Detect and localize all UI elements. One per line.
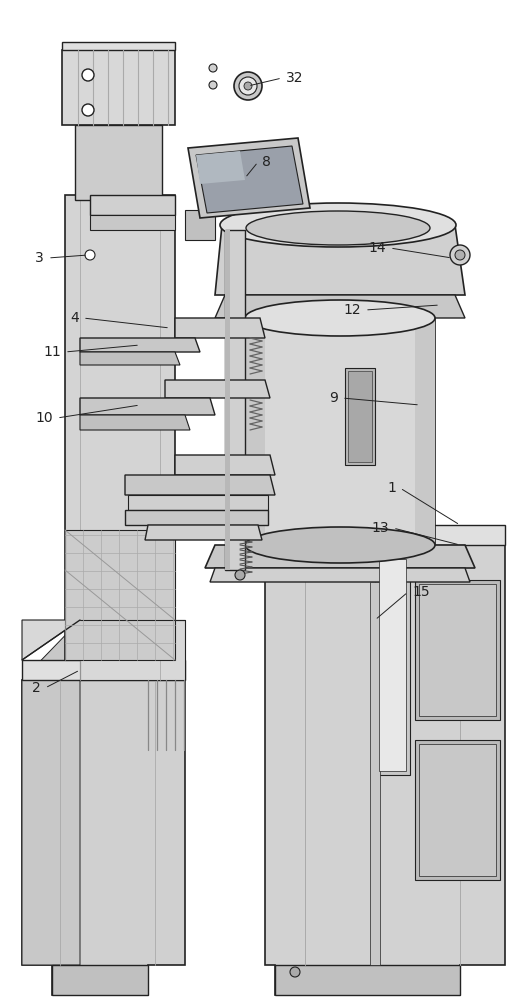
Polygon shape (62, 50, 175, 125)
Polygon shape (22, 620, 80, 965)
Polygon shape (415, 580, 500, 720)
Polygon shape (62, 42, 175, 50)
Circle shape (82, 69, 94, 81)
Circle shape (85, 250, 95, 260)
Polygon shape (80, 620, 185, 680)
Text: 1: 1 (387, 481, 396, 495)
Polygon shape (128, 495, 268, 510)
Polygon shape (245, 318, 435, 545)
Polygon shape (175, 318, 265, 338)
Polygon shape (225, 230, 245, 570)
Polygon shape (185, 210, 215, 240)
Polygon shape (196, 146, 303, 213)
Text: 12: 12 (344, 303, 361, 317)
Text: 3: 3 (35, 251, 44, 265)
Ellipse shape (245, 300, 435, 336)
Polygon shape (80, 352, 180, 365)
Polygon shape (22, 660, 185, 680)
Polygon shape (205, 545, 475, 568)
Polygon shape (348, 371, 372, 462)
Polygon shape (210, 568, 470, 582)
Text: 32: 32 (286, 71, 304, 85)
Circle shape (209, 64, 217, 72)
Text: 4: 4 (70, 311, 79, 325)
Circle shape (455, 250, 465, 260)
Polygon shape (125, 510, 268, 525)
Polygon shape (345, 368, 375, 465)
Polygon shape (22, 620, 80, 660)
Polygon shape (175, 455, 275, 475)
Text: 9: 9 (329, 391, 338, 405)
Polygon shape (80, 415, 190, 430)
Ellipse shape (245, 527, 435, 563)
Text: 10: 10 (35, 411, 53, 425)
Polygon shape (80, 338, 200, 352)
Polygon shape (225, 230, 230, 570)
Polygon shape (80, 398, 215, 415)
Polygon shape (215, 225, 465, 295)
Polygon shape (415, 318, 435, 545)
Ellipse shape (220, 203, 456, 247)
Polygon shape (419, 584, 496, 716)
Polygon shape (265, 545, 505, 995)
Polygon shape (415, 740, 500, 880)
Polygon shape (275, 965, 460, 995)
Text: 11: 11 (43, 345, 61, 359)
Polygon shape (375, 555, 410, 775)
Polygon shape (215, 295, 465, 318)
Polygon shape (52, 965, 148, 995)
Circle shape (450, 245, 470, 265)
Ellipse shape (246, 211, 430, 245)
Circle shape (290, 967, 300, 977)
Circle shape (235, 570, 245, 580)
Polygon shape (145, 525, 262, 540)
Polygon shape (75, 125, 162, 200)
Circle shape (244, 82, 252, 90)
Polygon shape (196, 151, 245, 184)
Polygon shape (65, 530, 175, 660)
Text: 15: 15 (412, 585, 430, 599)
Polygon shape (370, 582, 380, 965)
Polygon shape (419, 744, 496, 876)
Polygon shape (188, 138, 310, 218)
Circle shape (82, 104, 94, 116)
Polygon shape (65, 195, 175, 680)
Polygon shape (245, 318, 265, 545)
Circle shape (234, 72, 262, 100)
Polygon shape (90, 215, 175, 230)
Polygon shape (265, 525, 505, 545)
Polygon shape (165, 380, 270, 398)
Text: 2: 2 (32, 681, 41, 695)
Text: 8: 8 (262, 155, 271, 169)
Polygon shape (379, 559, 406, 771)
Text: 14: 14 (368, 241, 386, 255)
Polygon shape (22, 680, 185, 995)
Circle shape (239, 77, 257, 95)
Text: 13: 13 (372, 521, 389, 535)
Circle shape (209, 81, 217, 89)
Polygon shape (90, 195, 175, 215)
Polygon shape (125, 475, 275, 495)
